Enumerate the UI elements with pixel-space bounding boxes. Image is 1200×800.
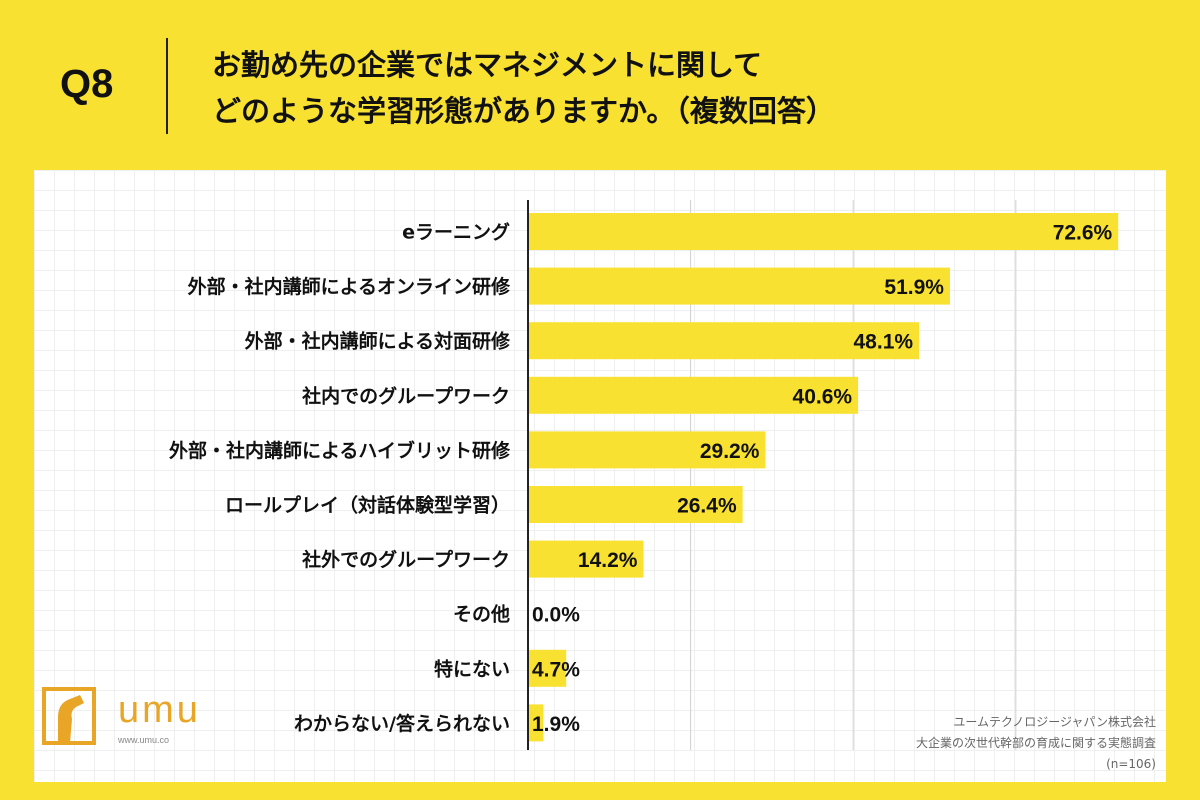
umu-logo: umu www.umu.co xyxy=(40,683,210,753)
category-label: その他 xyxy=(453,603,510,626)
question-title: お勤め先の企業ではマネジメントに関して どのような学習形態がありますか。（複数回… xyxy=(212,42,835,134)
category-label: 社外でのグループワーク xyxy=(301,548,510,571)
value-label: 72.6% xyxy=(1053,222,1113,245)
bar xyxy=(528,649,567,687)
category-label: eラーニング xyxy=(402,221,510,244)
category-label: 社内でのグループワーク xyxy=(301,384,510,407)
horse-logo-icon xyxy=(42,687,96,745)
value-label: 40.6% xyxy=(793,385,853,408)
value-label: 4.7% xyxy=(532,658,580,681)
question-title-line-2: どのような学習形態がありますか。（複数回答） xyxy=(212,94,835,128)
bar xyxy=(528,267,950,305)
bar xyxy=(528,322,920,360)
value-label: 48.1% xyxy=(854,331,914,354)
header-divider xyxy=(166,38,168,134)
category-label: 特にない xyxy=(434,658,510,680)
value-label: 0.0% xyxy=(532,604,580,627)
category-label: ロールプレイ（対話体験型学習） xyxy=(225,494,510,517)
bar xyxy=(528,376,859,414)
value-label: 1.9% xyxy=(532,713,580,736)
bar xyxy=(528,486,743,523)
bar xyxy=(528,704,544,742)
value-label: 26.4% xyxy=(677,495,737,518)
category-label: 外部・社内講師によるハイブリット研修 xyxy=(169,439,511,462)
bar xyxy=(528,540,644,578)
question-title-line-1: お勤め先の企業ではマネジメントに関して xyxy=(212,48,763,82)
source-company: ユームテクノロジージャパン株式会社 xyxy=(953,715,1156,729)
value-label: 51.9% xyxy=(884,276,944,299)
category-label: 外部・社内講師による対面研修 xyxy=(245,330,511,353)
source-note: ユームテクノロジージャパン株式会社 大企業の次世代幹部の育成に関する実態調査 (… xyxy=(916,712,1156,775)
value-label: 14.2% xyxy=(578,549,638,572)
bar xyxy=(528,213,1119,250)
bar xyxy=(528,431,766,469)
logo-url: www.umu.co xyxy=(118,735,170,745)
chart-header: Q8 お勤め先の企業ではマネジメントに関して どのような学習形態がありますか。（… xyxy=(0,0,1200,165)
source-sample: (n=106) xyxy=(1106,757,1156,771)
category-label: 外部・社内講師によるオンライン研修 xyxy=(188,275,511,298)
question-number: Q8 xyxy=(60,62,114,106)
value-label: 29.2% xyxy=(700,440,760,463)
logo-wordmark: umu xyxy=(118,689,201,731)
source-survey: 大企業の次世代幹部の育成に関する実態調査 xyxy=(915,736,1156,750)
category-label: わからない/答えられない xyxy=(294,712,510,735)
